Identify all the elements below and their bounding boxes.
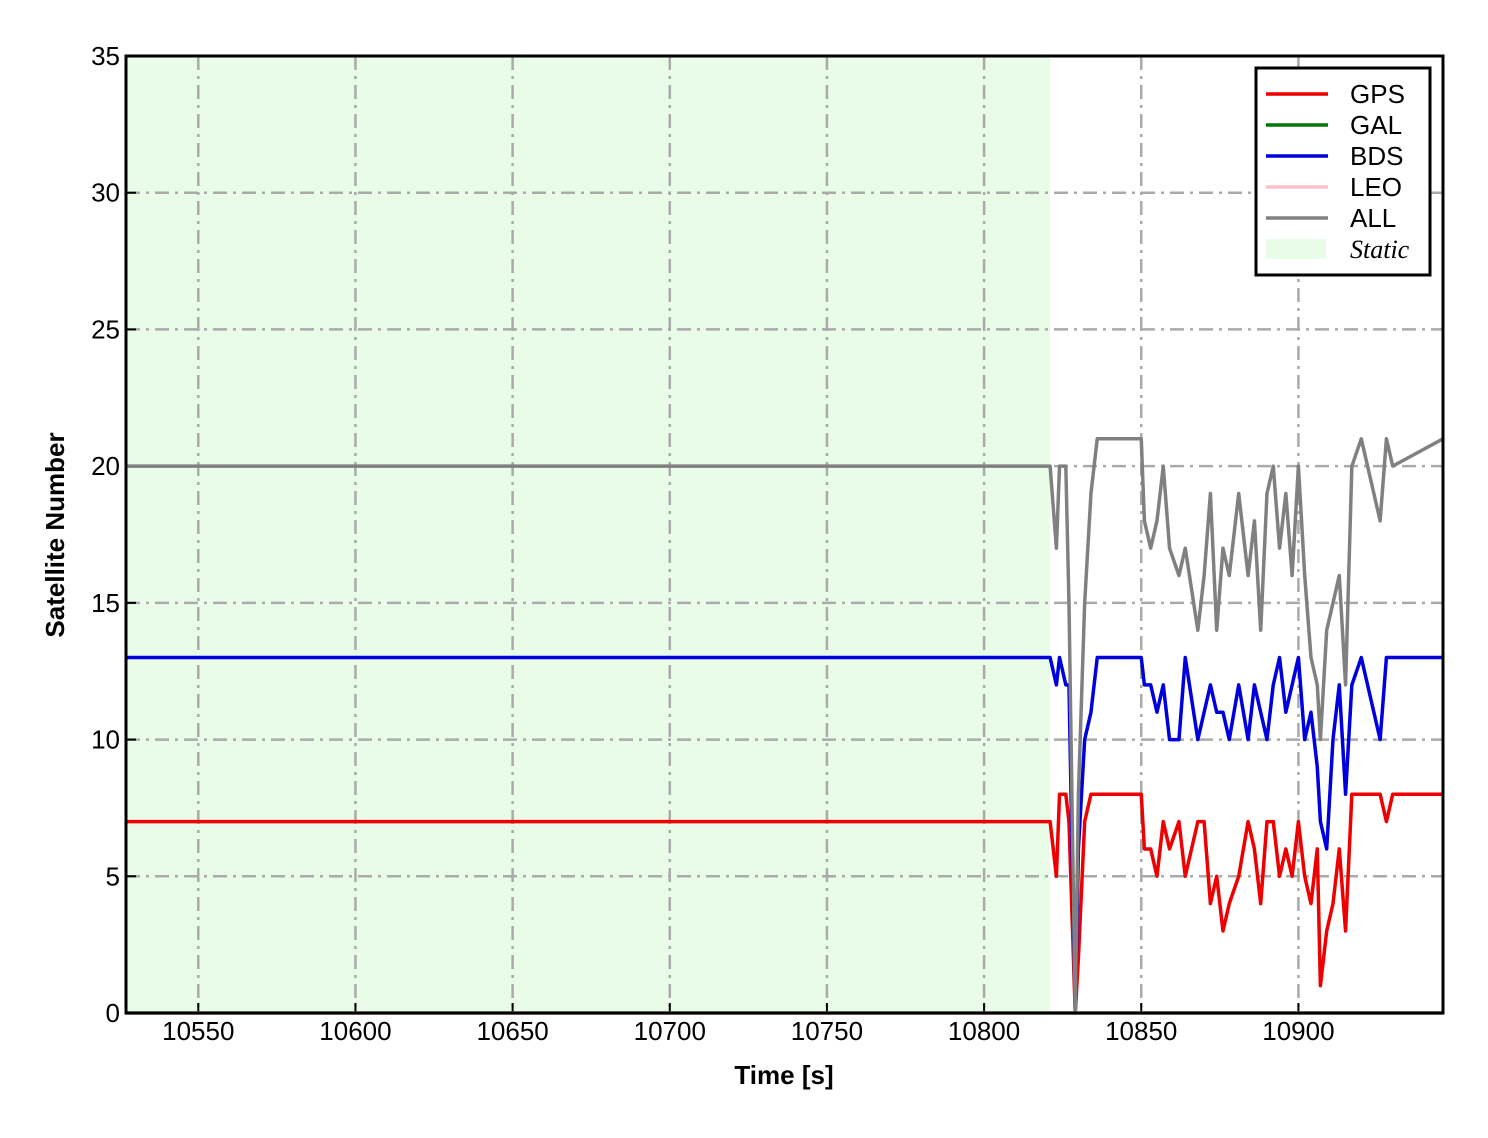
- x-tick-label: 10850: [1105, 1016, 1177, 1046]
- static-region: [126, 56, 1051, 1013]
- x-tick-label: 10800: [948, 1016, 1020, 1046]
- y-tick-label: 15: [91, 588, 120, 618]
- x-tick-label: 10750: [791, 1016, 863, 1046]
- y-tick-label: 5: [106, 861, 120, 891]
- legend-label: Static: [1350, 235, 1410, 264]
- legend-label: GPS: [1350, 79, 1405, 109]
- x-tick-label: 10900: [1262, 1016, 1334, 1046]
- y-tick-label: 35: [91, 41, 120, 71]
- x-tick-label: 10650: [476, 1016, 548, 1046]
- y-tick-label: 0: [106, 998, 120, 1028]
- y-tick-label: 20: [91, 451, 120, 481]
- legend-label: LEO: [1350, 172, 1402, 202]
- legend-label: ALL: [1350, 203, 1396, 233]
- x-tick-label: 10550: [162, 1016, 234, 1046]
- legend-label: GAL: [1350, 110, 1402, 140]
- series-line: [126, 437, 1444, 1015]
- x-tick-label: 10600: [319, 1016, 391, 1046]
- x-tick-label: 10700: [634, 1016, 706, 1046]
- legend-swatch: [1266, 239, 1326, 259]
- series-line: [126, 655, 1443, 1015]
- y-axis-label: Satellite Number: [40, 432, 70, 637]
- legend-label: BDS: [1350, 141, 1403, 171]
- series-line: [126, 792, 1443, 1015]
- y-tick-label: 25: [91, 314, 120, 344]
- plot-frame: [124, 54, 1445, 1015]
- y-tick-label: 10: [91, 725, 120, 755]
- y-tick-label: 30: [91, 178, 120, 208]
- x-axis-label: Time [s]: [734, 1060, 833, 1090]
